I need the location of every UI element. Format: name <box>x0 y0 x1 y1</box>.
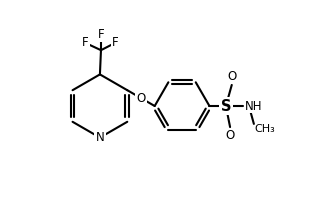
Text: N: N <box>96 131 104 144</box>
Text: F: F <box>82 36 89 49</box>
Text: O: O <box>227 70 236 83</box>
Text: F: F <box>98 28 104 41</box>
Text: NH: NH <box>245 99 262 113</box>
Text: O: O <box>225 129 235 142</box>
Text: O: O <box>136 92 146 105</box>
Text: F: F <box>112 36 118 49</box>
Text: S: S <box>221 99 231 113</box>
Text: CH₃: CH₃ <box>254 124 275 134</box>
